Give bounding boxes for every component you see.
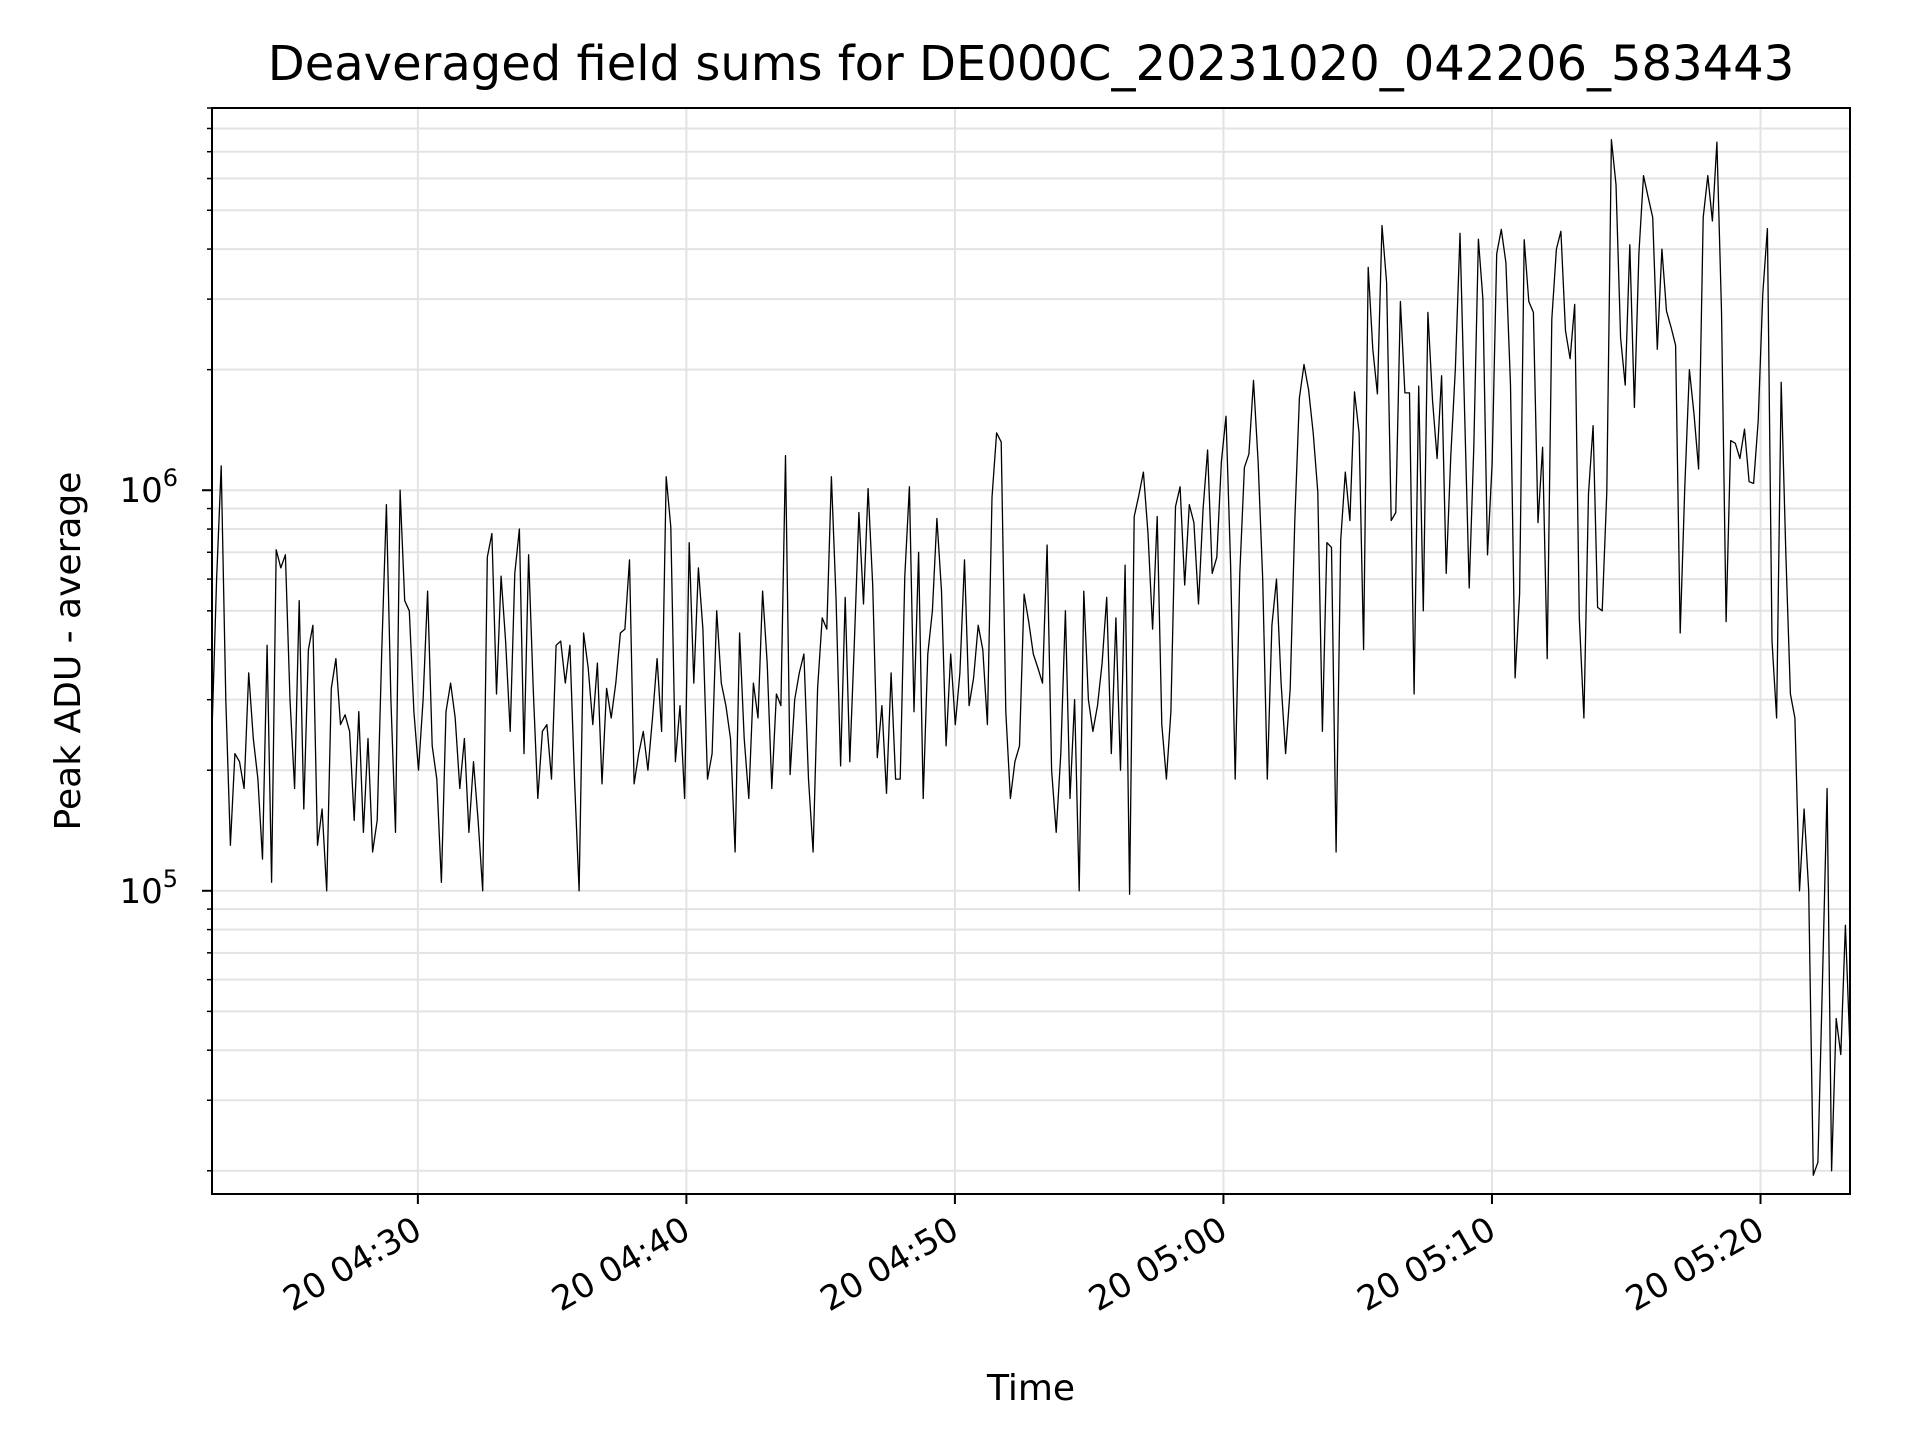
x-axis-label: Time (986, 1368, 1075, 1409)
y-tick-base: 10 (119, 471, 162, 511)
y-gridlines (212, 107, 1850, 1172)
plot-frame (211, 107, 1851, 1195)
y-tick-exponent: 5 (163, 865, 178, 893)
y-tick-label: 105 (119, 865, 178, 912)
y-tick-exponent: 6 (163, 464, 178, 492)
series-line (211, 139, 1851, 1176)
chart-title: Deaveraged field sums for DE000C_2023102… (268, 36, 1794, 92)
y-tick-base: 10 (119, 872, 162, 912)
y-tick-label: 106 (119, 464, 178, 511)
y-axis-label: Peak ADU - average (48, 472, 89, 831)
x-gridlines (416, 108, 1762, 1194)
